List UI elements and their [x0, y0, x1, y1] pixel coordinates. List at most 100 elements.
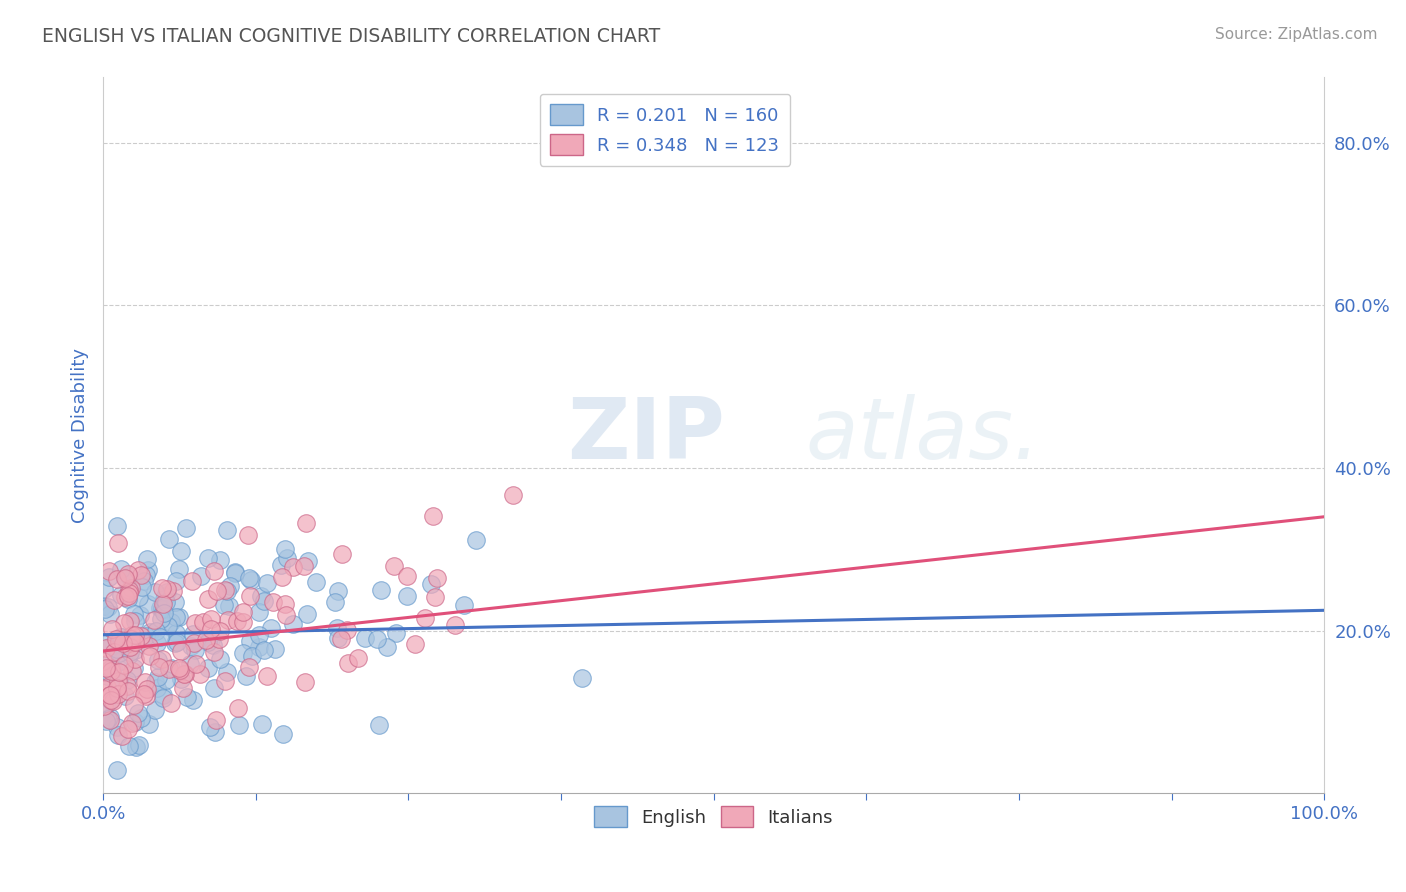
Point — [94, 698, 117, 713]
Point — [217, 584, 239, 599]
Point — [110, 630, 132, 644]
Point — [240, 573, 263, 587]
Point — [117, 590, 139, 604]
Point — [98, 709, 121, 723]
Point — [111, 729, 134, 743]
Point — [136, 682, 159, 697]
Point — [107, 646, 129, 660]
Point — [256, 669, 278, 683]
Point — [114, 689, 136, 703]
Point — [170, 644, 193, 658]
Point — [156, 582, 179, 596]
Point — [453, 599, 475, 613]
Point — [231, 605, 253, 619]
Point — [150, 600, 173, 615]
Point — [271, 726, 294, 740]
Point — [295, 516, 318, 530]
Point — [98, 688, 121, 702]
Point — [165, 625, 187, 640]
Point — [114, 572, 136, 586]
Point — [366, 632, 388, 646]
Point — [98, 693, 121, 707]
Point — [136, 563, 159, 577]
Point — [165, 595, 187, 609]
Point — [193, 615, 215, 629]
Point — [105, 632, 128, 647]
Point — [105, 572, 128, 586]
Point — [205, 583, 228, 598]
Point — [426, 571, 449, 585]
Point — [167, 610, 190, 624]
Point — [118, 640, 141, 654]
Point — [153, 589, 176, 603]
Point — [422, 508, 444, 523]
Point — [121, 716, 143, 731]
Point — [197, 592, 219, 607]
Point — [368, 717, 391, 731]
Point — [337, 657, 360, 671]
Point — [176, 690, 198, 705]
Text: atlas.: atlas. — [806, 394, 1040, 477]
Point — [146, 670, 169, 684]
Point — [382, 558, 405, 573]
Point — [253, 642, 276, 657]
Point — [96, 665, 118, 679]
Point — [138, 639, 160, 653]
Point — [281, 616, 304, 631]
Point — [108, 674, 131, 689]
Point — [98, 565, 121, 579]
Point — [465, 533, 488, 547]
Point — [375, 640, 398, 654]
Point — [107, 728, 129, 742]
Point — [165, 609, 187, 624]
Point — [100, 692, 122, 706]
Point — [235, 669, 257, 683]
Point — [125, 740, 148, 755]
Text: ENGLISH VS ITALIAN COGNITIVE DISABILITY CORRELATION CHART: ENGLISH VS ITALIAN COGNITIVE DISABILITY … — [42, 27, 661, 45]
Point — [153, 606, 176, 620]
Point — [183, 643, 205, 657]
Point — [215, 523, 238, 537]
Point — [326, 584, 349, 599]
Point — [232, 615, 254, 630]
Point — [201, 638, 224, 652]
Point — [198, 720, 221, 734]
Point — [157, 619, 180, 633]
Point — [107, 536, 129, 550]
Point — [150, 611, 173, 625]
Point — [502, 488, 524, 502]
Point — [238, 660, 260, 674]
Point — [127, 706, 149, 721]
Text: Source: ZipAtlas.com: Source: ZipAtlas.com — [1215, 27, 1378, 42]
Point — [118, 648, 141, 662]
Point — [135, 629, 157, 643]
Point — [97, 712, 120, 726]
Point — [194, 632, 217, 647]
Point — [205, 713, 228, 727]
Point — [150, 651, 173, 665]
Point — [292, 558, 315, 573]
Point — [294, 675, 316, 690]
Point — [224, 566, 246, 580]
Point — [118, 739, 141, 753]
Point — [162, 584, 184, 599]
Point — [122, 698, 145, 712]
Point — [184, 657, 207, 671]
Point — [305, 574, 328, 589]
Point — [157, 532, 180, 546]
Point — [202, 645, 225, 659]
Point — [96, 668, 118, 682]
Point — [160, 661, 183, 675]
Point — [103, 592, 125, 607]
Point — [179, 657, 201, 672]
Point — [105, 763, 128, 777]
Point — [200, 612, 222, 626]
Point — [148, 660, 170, 674]
Point — [115, 679, 138, 693]
Point — [138, 648, 160, 663]
Point — [270, 558, 292, 572]
Point — [165, 574, 187, 589]
Point — [98, 688, 121, 702]
Point — [94, 602, 117, 616]
Point — [336, 624, 359, 638]
